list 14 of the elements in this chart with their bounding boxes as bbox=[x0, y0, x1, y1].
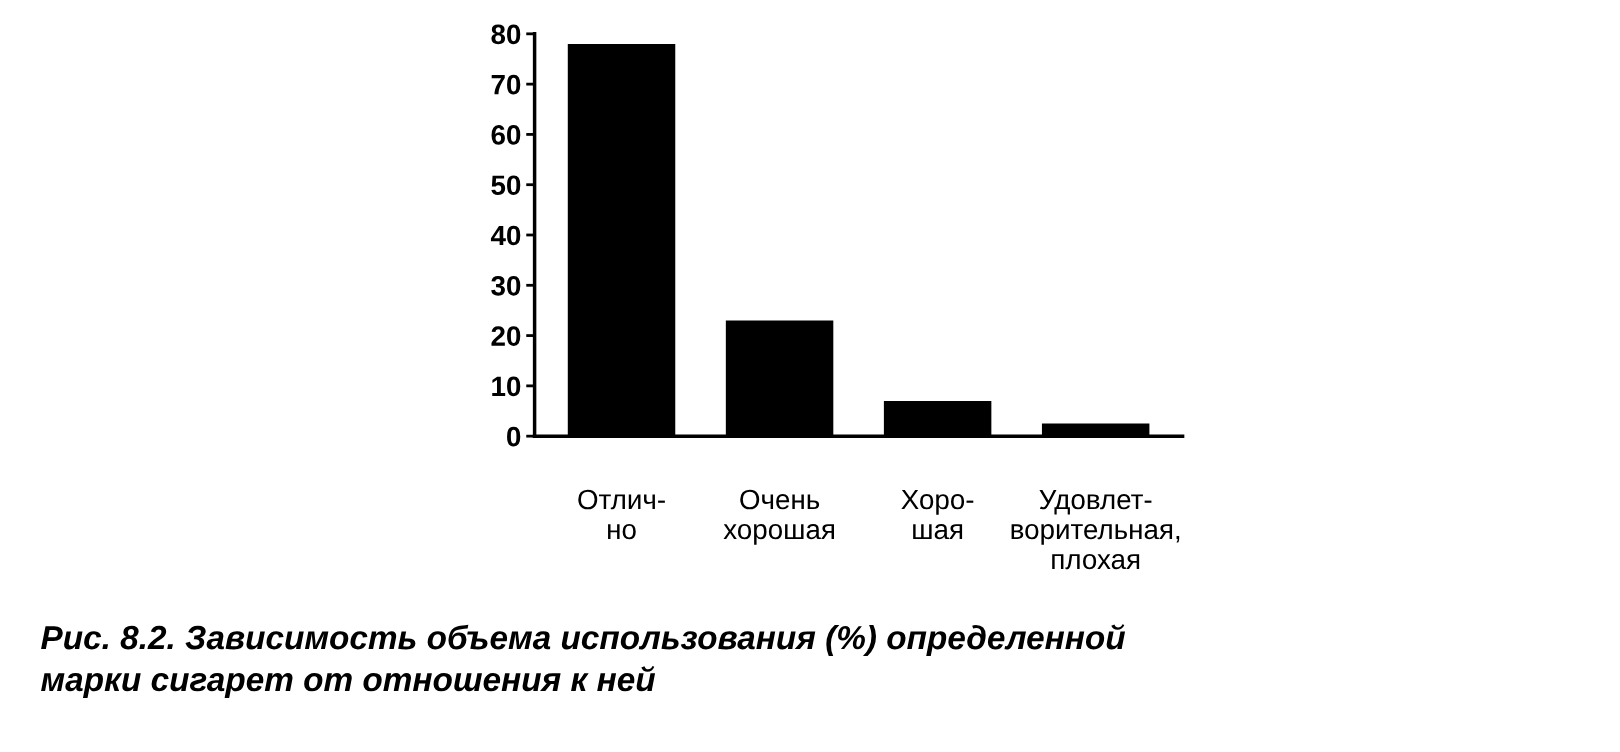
y-tick-label: 70 bbox=[491, 74, 521, 95]
text: Рис. 8.2. Зависимость объема использования (%) определенной марки сигарет от отношения к ней bbox=[41, 624, 1126, 698]
y-tick-label: 40 bbox=[490, 225, 521, 246]
y-tick-label: 30 bbox=[491, 275, 521, 296]
y-tick-label: 50 bbox=[491, 175, 521, 196]
x-tick-label: Удовлет- ворительная, плохая bbox=[1011, 489, 1180, 570]
x-tick-label: Отлич- но bbox=[578, 489, 665, 540]
x-tick-label: Хоро- шая bbox=[901, 489, 974, 540]
y-tick-label: 0 bbox=[507, 426, 521, 447]
y-tick-label: 80 bbox=[491, 24, 521, 45]
y-tick-label: 10 bbox=[492, 376, 521, 397]
y-tick-label: 60 bbox=[491, 125, 521, 145]
x-tick-label: Очень хорошая bbox=[723, 489, 834, 545]
y-tick-label: 20 bbox=[491, 326, 521, 346]
